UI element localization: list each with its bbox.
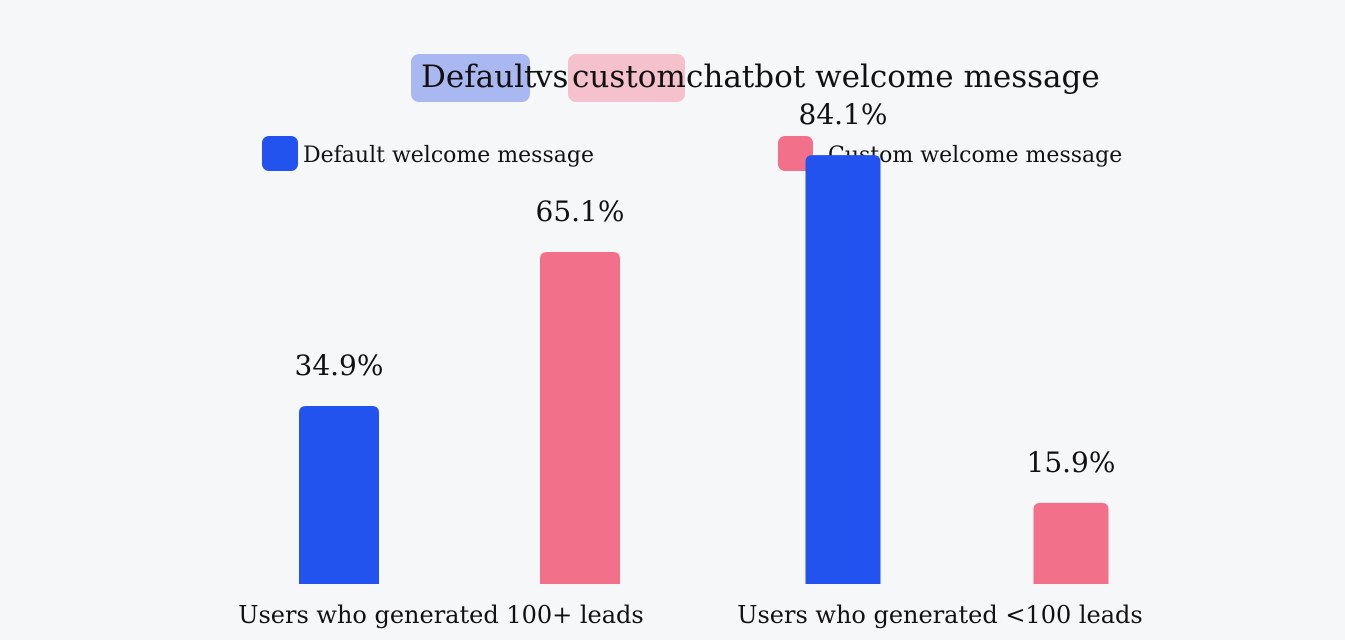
title-highlight-custom (568, 54, 685, 102)
bars (299, 155, 1109, 585)
category-label-1: Users who generated 100+ leads (238, 601, 644, 629)
bar-default-1 (299, 406, 379, 584)
value-label-default-1: 34.9% (295, 349, 384, 382)
value-label-custom-1: 65.1% (536, 195, 625, 228)
value-labels: 34.9% 65.1% 84.1% 15.9% (295, 98, 1116, 479)
value-label-custom-2: 15.9% (1027, 446, 1116, 479)
bar-custom-1 (540, 251, 620, 585)
chart-title: Default vs custom chatbot welcome messag… (411, 54, 1100, 102)
category-label-2: Users who generated <100 leads (737, 601, 1143, 629)
value-label-default-2: 84.1% (799, 98, 888, 131)
title-word-vs: vs (534, 59, 568, 95)
title-highlight-default (411, 54, 530, 102)
category-labels: Users who generated 100+ leads Users who … (238, 601, 1143, 629)
legend: Default welcome message Custom welcome m… (262, 136, 1122, 171)
title-word-default: Default (421, 59, 537, 95)
legend-label-default: Default welcome message (303, 143, 594, 168)
title-rest: chatbot welcome message (686, 59, 1100, 95)
bar-default-2 (805, 155, 881, 584)
title-word-custom: custom (572, 59, 686, 95)
bar-custom-2 (1033, 502, 1109, 584)
legend-swatch-default (262, 136, 298, 171)
legend-swatch-custom (778, 136, 813, 171)
